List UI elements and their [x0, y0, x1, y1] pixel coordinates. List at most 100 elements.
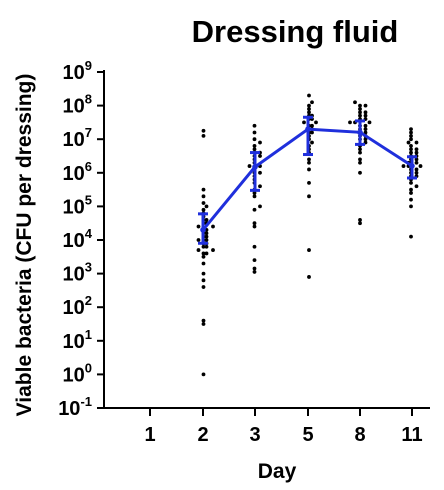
data-point	[406, 140, 411, 145]
data-point	[201, 133, 206, 138]
data-point	[414, 160, 419, 165]
data-point	[201, 261, 206, 266]
y-tick-exponent: 7	[85, 125, 92, 140]
y-tick-exponent: 1	[85, 327, 92, 342]
x-tick-label: 8	[354, 424, 365, 446]
data-point	[358, 107, 362, 111]
data-point	[201, 201, 206, 205]
data-point	[358, 147, 362, 152]
y-tick-label: 104	[63, 226, 93, 252]
y-tick-exponent: 3	[85, 260, 92, 275]
data-point	[310, 123, 314, 128]
data-point	[252, 207, 257, 212]
y-tick-exponent: 6	[85, 159, 92, 174]
data-point	[401, 164, 406, 168]
y-tick-base: 10	[58, 398, 80, 420]
chart-title: Dressing fluid	[192, 14, 399, 49]
y-tick-label: 108	[63, 92, 92, 118]
y-tick-base: 10	[63, 129, 85, 151]
data-point	[258, 184, 262, 189]
y-tick-exponent: 8	[85, 92, 92, 107]
data-point	[201, 128, 206, 133]
median-marker	[409, 163, 415, 169]
data-point	[363, 130, 368, 135]
data-point	[358, 110, 362, 115]
data-point	[358, 157, 362, 162]
data-point	[409, 150, 413, 155]
data-point	[252, 270, 257, 274]
x-axis-label: Day	[258, 460, 297, 483]
data-point	[211, 224, 215, 229]
data-point	[409, 133, 413, 138]
data-point	[252, 147, 257, 152]
x-tick-label: 1	[144, 424, 155, 446]
data-point	[363, 113, 368, 118]
data-point	[201, 271, 206, 276]
data-point	[307, 194, 311, 199]
y-tick-exponent: 9	[85, 58, 92, 73]
data-point	[204, 244, 209, 249]
y-tick-base: 10	[63, 230, 85, 252]
median-summary	[198, 115, 417, 245]
data-point	[258, 170, 262, 175]
data-point	[204, 234, 209, 239]
data-point	[252, 130, 257, 135]
data-point	[363, 123, 368, 128]
data-point	[414, 170, 419, 175]
median-marker	[357, 129, 363, 136]
y-tick-base: 10	[63, 331, 85, 353]
data-point	[358, 113, 362, 118]
data-point	[201, 251, 206, 256]
data-point	[409, 147, 413, 152]
data-point	[258, 204, 262, 209]
data-point	[307, 275, 311, 279]
data-point	[409, 191, 413, 195]
median-marker	[200, 227, 206, 233]
x-tick-label: 2	[197, 424, 208, 446]
y-tick-base: 10	[63, 364, 85, 386]
y-tick-base: 10	[63, 62, 85, 84]
data-point	[363, 110, 368, 115]
data-point	[310, 130, 314, 135]
data-point	[409, 180, 413, 185]
data-point	[310, 140, 314, 145]
median-marker	[305, 126, 311, 132]
data-point	[307, 180, 311, 185]
data-point	[307, 167, 311, 172]
data-point	[196, 248, 201, 252]
data-point	[358, 103, 362, 108]
data-point	[409, 127, 413, 132]
data-point	[247, 164, 252, 168]
x-tick-label: 5	[302, 424, 313, 446]
data-point	[252, 144, 257, 148]
x-tick-label: 11	[401, 424, 422, 446]
data-point	[409, 130, 413, 135]
data-point	[353, 100, 357, 105]
y-axis-label: Viable bacteria (CFU per dressing)	[13, 74, 36, 417]
data-point	[204, 231, 209, 236]
data-point	[252, 191, 257, 195]
data-point	[314, 120, 318, 125]
data-point	[211, 248, 215, 252]
data-point	[307, 248, 311, 252]
data-point	[252, 194, 257, 199]
data-point	[358, 217, 362, 222]
y-tick-exponent: 2	[85, 293, 92, 308]
y-tick-label: 100	[63, 360, 92, 386]
data-point	[414, 140, 419, 145]
data-point	[201, 278, 206, 283]
data-point	[252, 137, 257, 142]
data-point	[201, 194, 206, 199]
y-tick-label: 102	[63, 293, 92, 319]
y-tick-exponent: 5	[85, 192, 92, 207]
y-tick-label: 106	[63, 159, 92, 185]
x-ticks: 1 2 3 5 8 11	[144, 408, 423, 446]
data-point	[409, 204, 413, 209]
data-point	[302, 120, 306, 125]
data-point	[409, 234, 413, 239]
y-tick-label: 101	[63, 327, 92, 353]
data-point	[258, 140, 262, 145]
y-tick-label: 105	[63, 192, 92, 218]
